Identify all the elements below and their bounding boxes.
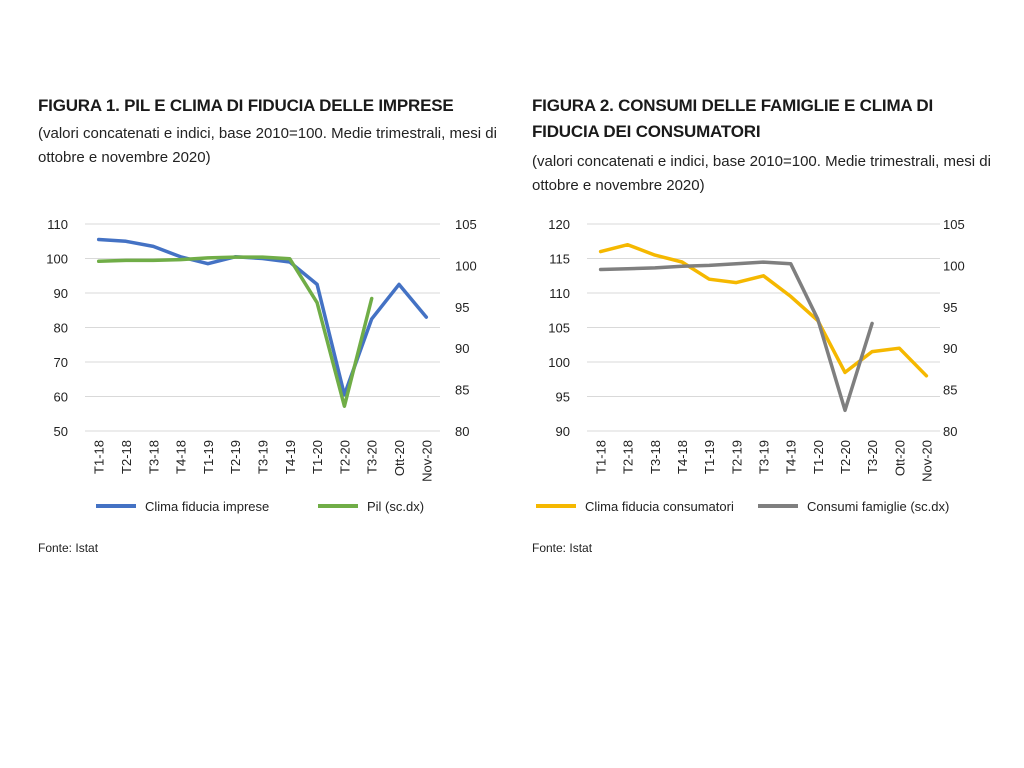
x-tick-label: T2-20	[838, 440, 853, 474]
y-right-tick-label: 105	[455, 217, 477, 232]
x-tick-label: T3-20	[365, 440, 380, 474]
legend-label-1: Consumi famiglie (sc.dx)	[807, 499, 949, 514]
y-left-tick-label: 110	[47, 217, 68, 232]
figure-2-chart: 90 95 100 105 110 115 120 80 85 90 95 100 105 T1-18 T2…	[536, 217, 965, 514]
x-tick-label: T1-19	[702, 440, 717, 474]
y-left-tick-label: 110	[549, 286, 570, 301]
y-right-tick-label: 85	[943, 383, 957, 398]
x-tick-label: T4-19	[283, 440, 298, 474]
x-tick-label: T1-19	[201, 440, 216, 474]
x-tick-label: T2-19	[228, 440, 243, 474]
x-tick-label: Nov-20	[419, 440, 434, 482]
x-tick-label: Ott-20	[392, 440, 407, 476]
x-tick-label: T2-19	[729, 440, 744, 474]
y-right-tick-label: 95	[455, 300, 469, 315]
series-line-0	[96, 237, 429, 397]
x-tick-label: T3-19	[757, 440, 772, 474]
y-left-tick-label: 105	[548, 321, 570, 336]
series-line-1	[96, 255, 374, 408]
x-tick-label: T1-18	[594, 440, 609, 474]
y-left-tick-label: 95	[556, 390, 570, 405]
x-tick-label: T1-18	[92, 440, 107, 474]
y-left-tick-label: 90	[54, 286, 68, 301]
y-left-tick-label: 100	[46, 252, 68, 267]
x-tick-label: T3-18	[648, 440, 663, 474]
x-tick-label: Ott-20	[892, 440, 907, 476]
y-right-tick-label: 80	[943, 424, 957, 439]
x-tick-label: T4-18	[174, 440, 189, 474]
figure-1-chart: 50 60 70 80 90 100 110 80 85 90 95 100 105 T1-18 T2-18…	[46, 217, 477, 514]
x-tick-label: T4-19	[784, 440, 799, 474]
figure-2-source: Fonte: Istat	[532, 541, 593, 555]
y-left-tick-label: 100	[548, 355, 570, 370]
figure-1-source: Fonte: Istat	[38, 541, 99, 555]
y-right-tick-label: 80	[455, 424, 469, 439]
series-line-0	[598, 242, 929, 378]
x-tick-label: T1-20	[811, 440, 826, 474]
figure-1-subtitle: (valori concatenati e indici, base 2010=…	[38, 125, 497, 166]
x-tick-label: T3-18	[146, 440, 161, 474]
y-left-tick-label: 120	[548, 217, 570, 232]
y-right-tick-label: 90	[455, 341, 469, 356]
y-right-tick-label: 100	[455, 258, 477, 273]
x-tick-label: T3-20	[865, 440, 880, 474]
y-left-tick-label: 80	[54, 321, 68, 336]
x-tick-label: T2-18	[621, 440, 636, 474]
figure-2-subtitle: (valori concatenati e indici, base 2010=…	[532, 153, 991, 194]
x-tick-label: T2-20	[337, 440, 352, 474]
legend-label-1: Pil (sc.dx)	[367, 499, 424, 514]
y-left-tick-label: 50	[54, 424, 68, 439]
y-left-tick-label: 90	[556, 424, 570, 439]
legend-label-0: Clima fiducia consumatori	[585, 499, 734, 514]
y-right-tick-label: 100	[943, 258, 965, 273]
legend-label-0: Clima fiducia imprese	[145, 499, 269, 514]
x-tick-label: Nov-20	[919, 440, 934, 482]
figure-2-title: FIGURA 2. CONSUMI DELLE FAMIGLIE E CLIMA…	[532, 96, 933, 141]
y-left-tick-label: 115	[549, 252, 570, 267]
x-tick-label: T3-19	[256, 440, 271, 474]
x-tick-label: T2-18	[119, 440, 134, 474]
x-tick-label: T4-18	[675, 440, 690, 474]
y-right-tick-label: 95	[943, 300, 957, 315]
y-right-tick-label: 90	[943, 341, 957, 356]
series-line-1	[598, 260, 874, 413]
figure-1-title: FIGURA 1. PIL E CLIMA DI FIDUCIA DELLE I…	[38, 96, 454, 115]
y-left-tick-label: 60	[54, 390, 68, 405]
y-right-tick-label: 85	[455, 383, 469, 398]
y-right-tick-label: 105	[943, 217, 965, 232]
y-left-tick-label: 70	[54, 355, 68, 370]
x-tick-label: T1-20	[310, 440, 325, 474]
